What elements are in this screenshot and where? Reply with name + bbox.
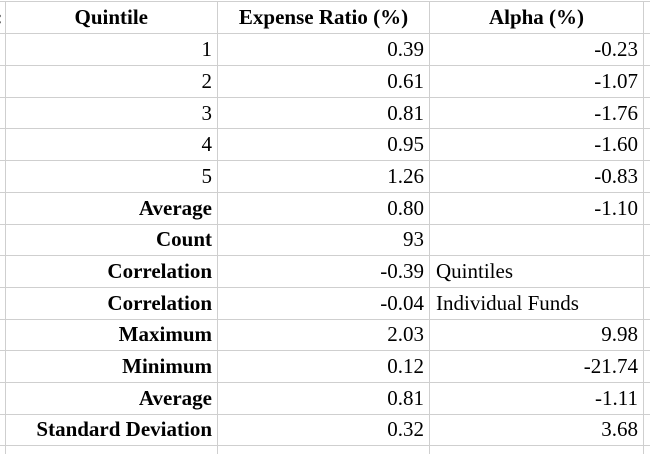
expense-ratio-cell[interactable]: 2.03 xyxy=(218,319,430,351)
alpha-cell[interactable]: Individual Funds xyxy=(430,287,644,319)
table-row: Minimum 0.12 -21.74 xyxy=(0,351,650,383)
row-label-cell[interactable]: Minimum xyxy=(6,351,218,382)
clipped-left-column-cell[interactable] xyxy=(0,129,6,161)
row-label-cell[interactable]: Average xyxy=(6,382,218,414)
clipped-left-column-cell[interactable] xyxy=(0,97,6,129)
clipped-left-column-cell[interactable] xyxy=(0,161,6,192)
alpha-cell[interactable] xyxy=(430,224,644,256)
clipped-left-column-cell[interactable] xyxy=(0,34,6,66)
expense-ratio-cell[interactable]: -0.04 xyxy=(218,287,430,319)
row-label-cell[interactable]: Count xyxy=(6,224,218,256)
clipped-left-column-header-cell[interactable]: : xyxy=(0,2,6,34)
row-label-cell[interactable]: Average xyxy=(6,192,218,224)
table-row: 4 0.95 -1.60 xyxy=(0,129,650,162)
clipped-left-column-cell[interactable] xyxy=(0,414,6,446)
expense-ratio-cell[interactable] xyxy=(218,446,430,454)
clipped-left-column-cell[interactable] xyxy=(0,319,6,351)
clipped-right-column-cell[interactable] xyxy=(644,161,650,192)
clipped-right-column-cell[interactable] xyxy=(644,98,650,129)
clipped-left-column-cell[interactable] xyxy=(0,351,6,382)
clipped-left-column-cell[interactable] xyxy=(0,382,6,414)
alpha-cell[interactable]: -1.76 xyxy=(430,97,644,129)
partial-bottom-row xyxy=(0,446,650,454)
expense-ratio-cell[interactable]: 0.39 xyxy=(218,34,430,66)
clipped-left-column-cell[interactable] xyxy=(0,287,6,319)
clipped-right-column-cell[interactable] xyxy=(644,415,650,446)
row-label-cell[interactable]: 3 xyxy=(6,97,218,129)
alpha-cell[interactable]: -1.07 xyxy=(430,66,644,97)
table-row: Correlation -0.04 Individual Funds xyxy=(0,287,650,320)
table-row: Average 0.81 -1.11 xyxy=(0,382,650,415)
clipped-right-column-cell[interactable] xyxy=(644,446,650,454)
table-row: Maximum 2.03 9.98 xyxy=(0,319,650,352)
row-label-cell[interactable]: 4 xyxy=(6,129,218,161)
clipped-right-column-cell[interactable] xyxy=(644,193,650,224)
row-label-cell[interactable]: Maximum xyxy=(6,319,218,351)
alpha-cell[interactable] xyxy=(430,446,644,454)
clipped-right-column-cell[interactable] xyxy=(644,288,650,319)
header-expense-ratio[interactable]: Expense Ratio (%) xyxy=(218,2,430,34)
clipped-right-column-cell[interactable] xyxy=(644,351,650,382)
expense-ratio-cell[interactable]: 0.32 xyxy=(218,414,430,446)
expense-ratio-cell[interactable]: -0.39 xyxy=(218,256,430,287)
clipped-right-column-cell[interactable] xyxy=(644,320,650,351)
row-label-cell[interactable]: 5 xyxy=(6,161,218,192)
clipped-right-column-cell[interactable] xyxy=(644,225,650,256)
table-row: 5 1.26 -0.83 xyxy=(0,161,650,193)
clipped-left-column-cell[interactable] xyxy=(0,224,6,256)
table-row: Average 0.80 -1.10 xyxy=(0,192,650,225)
row-label-cell[interactable]: Correlation xyxy=(6,256,218,287)
header-quintile[interactable]: Quintile xyxy=(6,2,218,34)
alpha-cell[interactable]: -1.10 xyxy=(430,192,644,224)
alpha-cell[interactable]: -21.74 xyxy=(430,351,644,382)
clipped-right-column-cell[interactable] xyxy=(644,256,650,287)
table-row: Standard Deviation 0.32 3.68 xyxy=(0,414,650,447)
table-row: Correlation -0.39 Quintiles xyxy=(0,256,650,288)
alpha-cell[interactable]: Quintiles xyxy=(430,256,644,287)
clipped-left-column-cell[interactable] xyxy=(0,256,6,287)
alpha-cell[interactable]: -1.11 xyxy=(430,382,644,414)
clipped-left-column-cell[interactable] xyxy=(0,192,6,224)
clipped-right-column-header-cell[interactable] xyxy=(644,2,650,33)
table-row: 1 0.39 -0.23 xyxy=(0,34,650,67)
alpha-cell[interactable]: -0.83 xyxy=(430,161,644,192)
table-row: 3 0.81 -1.76 xyxy=(0,97,650,130)
expense-ratio-cell[interactable]: 0.80 xyxy=(218,192,430,224)
expense-ratio-cell[interactable]: 93 xyxy=(218,224,430,256)
expense-ratio-cell[interactable]: 1.26 xyxy=(218,161,430,192)
alpha-cell[interactable]: -1.60 xyxy=(430,129,644,161)
clipped-right-column-cell[interactable] xyxy=(644,383,650,414)
table-row: Count 93 xyxy=(0,224,650,257)
expense-ratio-cell[interactable]: 0.61 xyxy=(218,66,430,97)
expense-ratio-cell[interactable]: 0.81 xyxy=(218,97,430,129)
row-label-cell[interactable]: Standard Deviation xyxy=(6,414,218,446)
alpha-cell[interactable]: 9.98 xyxy=(430,319,644,351)
row-label-cell[interactable]: 2 xyxy=(6,66,218,97)
clipped-text-fragment: : xyxy=(0,7,3,28)
clipped-left-column-cell[interactable] xyxy=(0,66,6,97)
row-label-cell[interactable] xyxy=(6,446,218,454)
clipped-left-column-cell[interactable] xyxy=(0,446,6,454)
table-body: 1 0.39 -0.23 2 0.61 -1.07 3 0.81 -1.76 4… xyxy=(0,34,650,447)
clipped-right-column-cell[interactable] xyxy=(644,66,650,97)
clipped-right-column-cell[interactable] xyxy=(644,34,650,65)
alpha-cell[interactable]: 3.68 xyxy=(430,414,644,446)
header-row: : Quintile Expense Ratio (%) Alpha (%) xyxy=(0,1,650,35)
clipped-right-column-cell[interactable] xyxy=(644,129,650,160)
header-alpha[interactable]: Alpha (%) xyxy=(430,2,644,34)
expense-ratio-cell[interactable]: 0.95 xyxy=(218,129,430,161)
expense-ratio-cell[interactable]: 0.12 xyxy=(218,351,430,382)
row-label-cell[interactable]: Correlation xyxy=(6,287,218,319)
alpha-cell[interactable]: -0.23 xyxy=(430,34,644,66)
row-label-cell[interactable]: 1 xyxy=(6,34,218,66)
expense-ratio-cell[interactable]: 0.81 xyxy=(218,382,430,414)
table-row: 2 0.61 -1.07 xyxy=(0,66,650,98)
